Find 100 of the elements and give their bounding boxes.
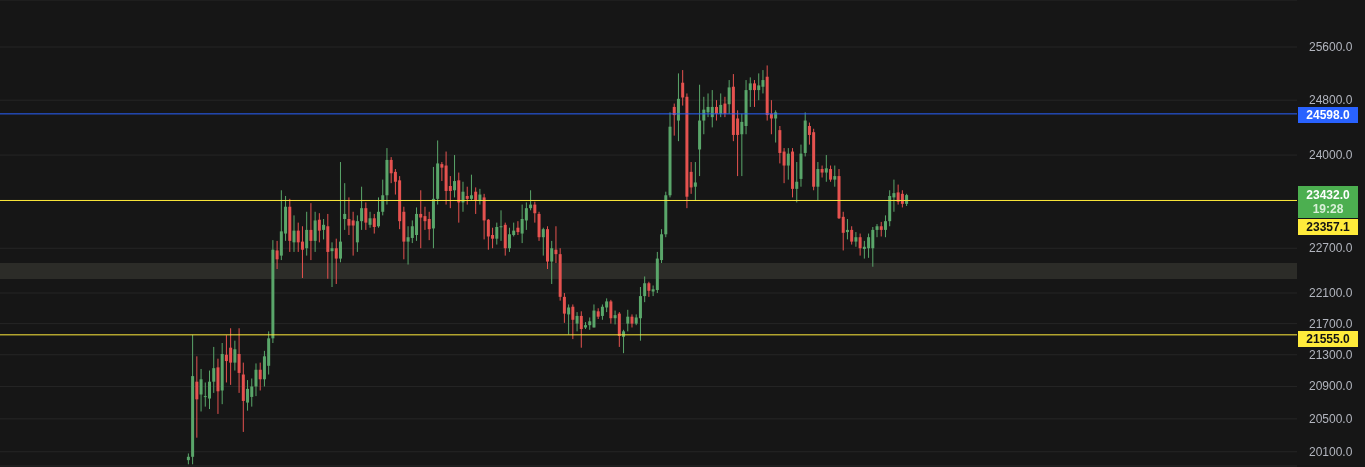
candlestick — [816, 161, 820, 202]
candlestick — [638, 286, 642, 342]
y-tick-label: 20100.0 — [1309, 444, 1353, 459]
candlestick — [368, 211, 372, 229]
candlestick — [482, 193, 486, 240]
candlestick — [224, 334, 228, 383]
candlestick — [453, 154, 457, 198]
candlestick — [334, 238, 338, 285]
candlestick — [203, 381, 207, 408]
candlestick — [377, 196, 380, 229]
candlestick — [575, 311, 579, 332]
candlestick — [740, 113, 744, 177]
candlestick — [237, 327, 241, 394]
candlestick — [389, 156, 393, 184]
candlestick — [495, 222, 499, 246]
candlestick — [305, 211, 309, 257]
candlestick — [364, 201, 368, 231]
candlestick — [719, 92, 723, 118]
candlestick — [748, 76, 752, 108]
candlestick — [503, 222, 507, 257]
candlestick — [714, 99, 718, 122]
candlestick — [858, 233, 862, 257]
candlestick — [486, 218, 490, 251]
candlestick — [727, 79, 731, 115]
y-tick-label: 21300.0 — [1309, 347, 1353, 362]
candlestick — [820, 165, 824, 179]
candlestick — [757, 72, 761, 101]
candlestick — [854, 231, 858, 248]
candlestick — [689, 161, 693, 195]
candlestick — [622, 329, 626, 354]
candlestick — [372, 213, 376, 235]
candlestick — [824, 154, 828, 183]
y-tick-label: 21700.0 — [1309, 316, 1353, 331]
candlestick — [524, 201, 528, 231]
candlestick — [330, 241, 334, 288]
candlestick — [795, 161, 799, 203]
candlestick — [516, 220, 520, 236]
y-tick-label: 22700.0 — [1309, 241, 1353, 256]
candlestick — [850, 225, 854, 246]
candlestick — [254, 362, 258, 397]
candlestick — [609, 299, 613, 325]
candlestick — [499, 209, 503, 242]
y-tick-label: 22100.0 — [1309, 286, 1353, 301]
candlestick — [875, 223, 879, 238]
candlestick — [469, 174, 473, 202]
candlestick — [550, 240, 554, 285]
candlestick — [541, 227, 545, 257]
candlestick — [296, 222, 300, 253]
candlestick — [753, 79, 757, 108]
candlestick — [562, 292, 566, 324]
candlestick — [322, 218, 326, 240]
candlestick — [347, 196, 351, 236]
candlestick — [338, 161, 342, 263]
y-tick-label: 25600.0 — [1309, 40, 1353, 55]
candlestick — [406, 225, 410, 266]
candlestick — [761, 69, 765, 94]
candlestick — [427, 211, 431, 241]
candlestick — [355, 214, 359, 253]
ref-line-label: 24598.0 — [1298, 107, 1358, 124]
candlestick — [275, 240, 279, 270]
candlestick — [681, 69, 685, 107]
ref-line-label: 21555.0 — [1298, 330, 1358, 347]
candlestick — [782, 147, 786, 184]
y-tick-label: 20500.0 — [1309, 411, 1353, 426]
candlestick — [381, 179, 385, 216]
candlestick — [871, 226, 875, 268]
candlestick — [676, 72, 680, 142]
candlestick — [216, 358, 220, 415]
candlestick — [440, 161, 444, 182]
candlestick — [778, 125, 782, 164]
candlestick — [313, 211, 317, 253]
candlestick — [706, 92, 710, 118]
y-tick-label: 24000.0 — [1309, 148, 1353, 163]
candlestick — [457, 172, 461, 224]
candlestick — [833, 165, 837, 188]
candlestick — [537, 211, 541, 242]
candlestick — [351, 211, 355, 257]
candlestick — [571, 303, 575, 340]
ref-line-label: 23357.1 — [1298, 219, 1358, 236]
candlestick — [423, 206, 427, 231]
candlestick — [883, 214, 887, 238]
candlestick — [579, 310, 583, 349]
candlestick — [647, 281, 651, 298]
candlestick — [343, 182, 347, 231]
candlestick — [300, 225, 304, 279]
price-tag: 23432.0 19:28 — [1298, 186, 1358, 219]
candlestick — [693, 161, 697, 202]
candlestick — [309, 202, 313, 261]
candlestick — [630, 313, 634, 328]
y-tick-label: 24800.0 — [1309, 93, 1353, 108]
candlestick — [613, 310, 617, 325]
candlestick — [867, 233, 871, 259]
candlestick — [554, 225, 558, 264]
candlestick — [626, 309, 630, 332]
candlestick — [617, 311, 621, 348]
candlestick — [520, 204, 524, 244]
candlestick — [229, 327, 233, 386]
candlestick — [233, 340, 237, 372]
candlestick — [533, 201, 537, 224]
candlestick — [246, 379, 250, 412]
